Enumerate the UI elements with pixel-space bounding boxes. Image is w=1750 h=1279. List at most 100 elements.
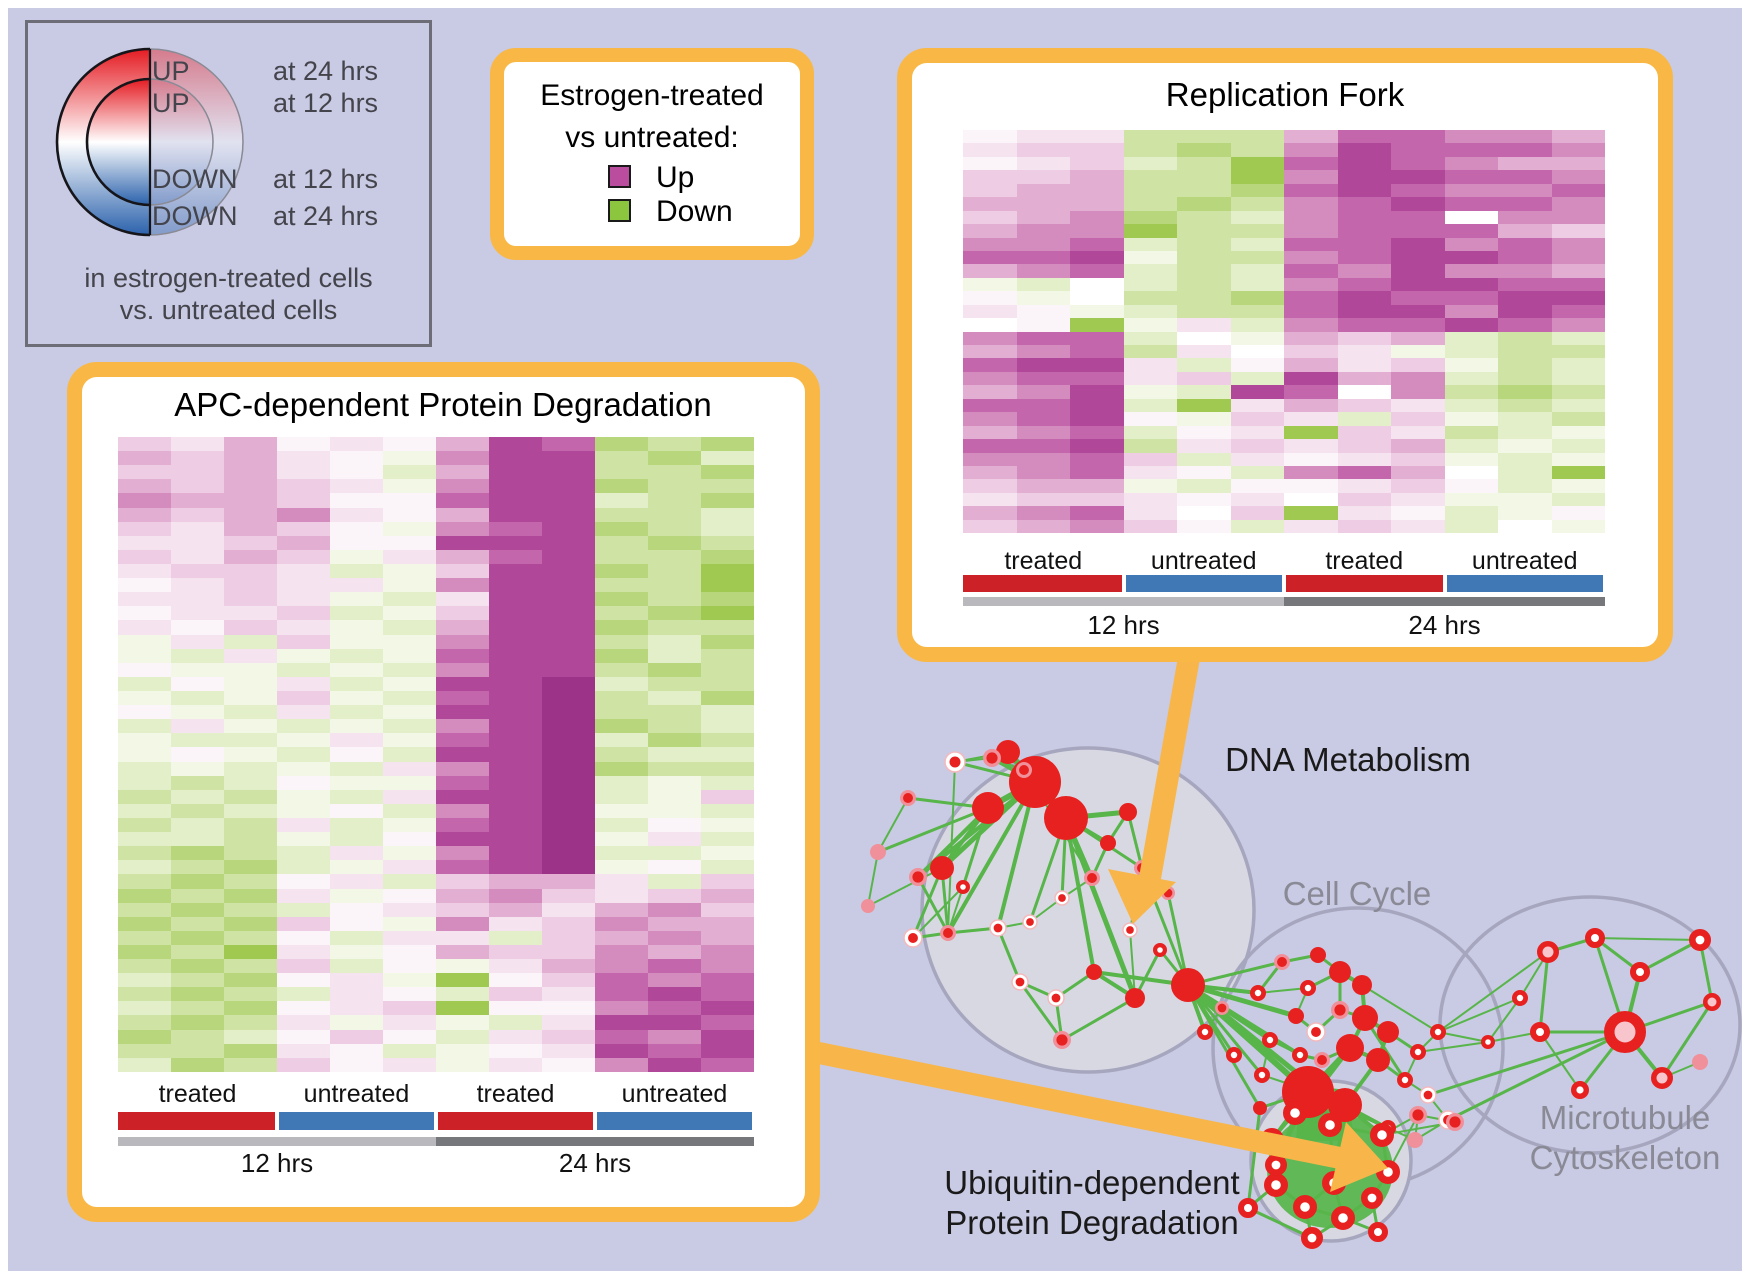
heatmap-cell <box>171 1057 224 1072</box>
heatmap-cell <box>383 705 436 720</box>
heatmap-cell <box>1016 385 1070 399</box>
heatmap-cell <box>1016 183 1070 198</box>
heatmap-cell <box>277 705 330 720</box>
heatmap-cell <box>1016 170 1070 184</box>
network-node <box>1047 989 1065 1007</box>
heatmap-cell <box>648 563 701 579</box>
network-node <box>1292 1194 1317 1219</box>
network-node <box>1254 1067 1271 1084</box>
heatmap-cell <box>330 902 383 917</box>
heatmap-cell <box>1123 224 1177 238</box>
heatmap-cell <box>383 817 436 833</box>
heatmap-cell <box>436 987 489 1002</box>
heatmap-cell <box>595 549 648 564</box>
heatmap-cell <box>330 465 383 480</box>
replication-fork-title: Replication Fork <box>1165 76 1405 113</box>
heatmap-cell <box>383 479 436 494</box>
heatmap-cell <box>224 521 277 536</box>
heatmap-cell <box>542 465 595 480</box>
network-node <box>1407 1132 1423 1148</box>
heatmap-cell <box>542 549 595 564</box>
heatmap-cell <box>1337 345 1391 359</box>
heatmap-cell <box>1016 345 1070 359</box>
heatmap-cell <box>701 563 754 579</box>
heatmap-cell <box>330 733 383 748</box>
heatmap-cell <box>436 888 489 903</box>
heatmap-cell <box>1391 304 1445 319</box>
heatmap-cell <box>542 634 595 649</box>
network-node <box>1530 1022 1550 1042</box>
heatmap-cell <box>1551 519 1605 534</box>
heatmap-cell <box>224 1001 277 1016</box>
heatmap-cell <box>1444 183 1498 198</box>
heatmap-cell <box>224 1057 277 1072</box>
heatmap-cell <box>383 1043 436 1058</box>
time-label: 12 hrs <box>1087 610 1160 640</box>
network-node <box>1282 1100 1307 1125</box>
heatmap-cell <box>1230 439 1284 453</box>
heatmap-cell <box>1498 197 1552 211</box>
heatmap-cell <box>489 930 542 945</box>
heatmap-cell <box>1016 371 1070 386</box>
heatmap-cell <box>1070 371 1124 386</box>
heatmap-cell <box>118 930 171 945</box>
heatmap-cell <box>1284 385 1338 399</box>
heatmap-cell <box>224 465 277 480</box>
heatmap-cell <box>489 846 542 861</box>
heatmap-cell <box>1230 371 1284 386</box>
heatmap-cell <box>330 987 383 1002</box>
network-node <box>1197 1024 1214 1041</box>
heatmap-cell <box>489 1029 542 1044</box>
treated-color-bar <box>1286 575 1443 592</box>
heatmap-cell <box>277 662 330 677</box>
heatmap-cell <box>1070 358 1124 372</box>
updown-row-time: at 12 hrs <box>273 164 379 194</box>
network-node <box>1314 1052 1330 1068</box>
heatmap-cell <box>1391 156 1445 171</box>
heatmap-cell <box>1230 224 1284 238</box>
heatmap-cell <box>224 832 277 847</box>
heatmap-cell <box>963 197 1017 211</box>
heatmap-cell <box>224 1043 277 1058</box>
heatmap-cell <box>1444 250 1498 265</box>
heatmap-cell <box>1070 210 1124 225</box>
heatmap-cell <box>1337 130 1391 144</box>
heatmap-cell <box>701 507 754 522</box>
network-edge <box>867 851 879 907</box>
estrogen-updown-legend: Estrogen-treated vs untreated: Up Down <box>490 48 814 260</box>
heatmap-cell <box>383 930 436 945</box>
heatmap-cell <box>1391 439 1445 453</box>
heatmap-cell <box>224 507 277 522</box>
heatmap-cell <box>224 874 277 889</box>
heatmap-cell <box>330 549 383 564</box>
treated-color-bar <box>438 1112 593 1130</box>
heatmap-cell <box>1498 277 1552 292</box>
heatmap-cell <box>1123 304 1177 319</box>
heatmap-cell <box>1177 143 1231 157</box>
heatmap-cell <box>383 944 436 960</box>
heatmap-cell <box>1444 506 1498 520</box>
heatmap-cell <box>648 690 701 706</box>
heatmap-cell <box>1551 412 1605 426</box>
heatmap-cell <box>489 803 542 818</box>
heatmap-cell <box>1551 452 1605 466</box>
heatmap-cell <box>1498 143 1552 157</box>
heatmap-cell <box>595 690 648 706</box>
heatmap-cell <box>118 846 171 861</box>
heatmap-cell <box>171 916 224 931</box>
heatmap-cell <box>1070 264 1124 278</box>
heatmap-cell <box>277 944 330 960</box>
heatmap-cell <box>1337 291 1391 305</box>
heatmap-cell <box>1177 452 1231 466</box>
heatmap-cell <box>277 987 330 1002</box>
heatmap-cell <box>1284 156 1338 171</box>
heatmap-cell <box>1391 264 1445 278</box>
treated-color-bar <box>963 575 1122 592</box>
heatmap-cell <box>1391 224 1445 238</box>
heatmap-cell <box>436 662 489 677</box>
heatmap-cell <box>1337 412 1391 426</box>
heatmap-cell <box>118 874 171 889</box>
heatmap-cell <box>542 479 595 494</box>
heatmap-cell <box>963 412 1017 426</box>
